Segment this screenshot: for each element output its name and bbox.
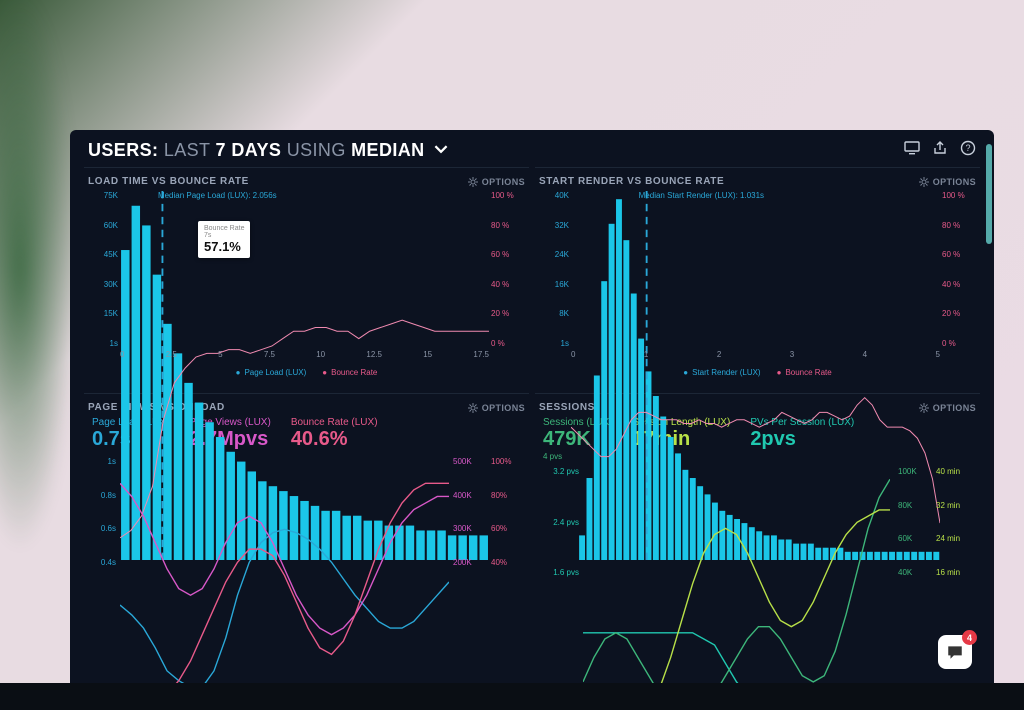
panel-title: LOAD TIME VS BOUNCE RATE xyxy=(88,176,249,187)
topbar: USERS: LAST 7 DAYS USING MEDIAN ? xyxy=(70,130,994,167)
panel-title: START RENDER VS BOUNCE RATE xyxy=(539,176,724,187)
title-range-strong: 7 DAYS xyxy=(216,140,282,160)
chat-icon xyxy=(946,643,964,661)
median-label: Median Page Load (LUX): 2.056s xyxy=(158,191,277,200)
options-button[interactable]: OPTIONS xyxy=(919,177,976,187)
panel-start-render: START RENDER VS BOUNCE RATE OPTIONS 40K3… xyxy=(535,167,980,387)
panel-load-time: LOAD TIME VS BOUNCE RATE OPTIONS 75K60K4… xyxy=(84,167,529,387)
svg-text:?: ? xyxy=(965,143,970,153)
scrollbar[interactable] xyxy=(986,144,992,244)
notification-badge: 4 xyxy=(962,630,977,645)
tooltip: Bounce Rate 7s 57.1% xyxy=(198,221,250,258)
share-icon[interactable] xyxy=(932,140,948,161)
y-axis-left: 75K60K45K30K15K1s xyxy=(88,191,118,348)
page-title[interactable]: USERS: LAST 7 DAYS USING MEDIAN xyxy=(88,140,448,161)
y-axis-right-1: 100K80K60K40K xyxy=(898,467,932,577)
y-axis-right-2: 100%80%60%40% xyxy=(491,457,525,567)
y-axis-left: 1s0.8s0.6s0.4s xyxy=(88,457,116,567)
x-axis: 02.557.51012.51517.5 xyxy=(120,350,489,366)
y-axis-right: 100 %80 %60 %40 %20 %0 % xyxy=(942,191,976,348)
help-icon[interactable]: ? xyxy=(960,140,976,161)
x-axis: 012345 xyxy=(571,350,940,366)
chart-1: 75K60K45K30K15K1s 100 %80 %60 %40 %20 %0… xyxy=(88,191,525,366)
y-axis-left: 40K32K24K16K8K1s xyxy=(539,191,569,348)
title-prefix: USERS: xyxy=(88,140,158,160)
title-range-muted: LAST xyxy=(164,140,210,160)
y-axis-left: 3.2 pvs2.4 pvs1.6 pvs xyxy=(539,467,579,577)
title-agg-muted: USING xyxy=(287,140,346,160)
plot-area xyxy=(120,457,449,683)
chevron-down-icon[interactable] xyxy=(434,140,448,161)
y-axis-right: 100 %80 %60 %40 %20 %0 % xyxy=(491,191,525,348)
gear-icon xyxy=(919,177,929,187)
chat-button[interactable]: 4 xyxy=(938,635,972,669)
y-axis-right-1: 500K400K300K200K xyxy=(453,457,487,567)
title-agg-strong: MEDIAN xyxy=(351,140,424,160)
chart-2: 40K32K24K16K8K1s 100 %80 %60 %40 %20 %0 … xyxy=(539,191,976,366)
topbar-icons: ? xyxy=(904,140,976,161)
display-icon[interactable] xyxy=(904,140,920,161)
chart-4: 3.2 pvs2.4 pvs1.6 pvs 100K80K60K40K 40 m… xyxy=(539,467,976,577)
gear-icon xyxy=(468,177,478,187)
options-button[interactable]: OPTIONS xyxy=(468,177,525,187)
chart-3: 1s0.8s0.6s0.4s 500K400K300K200K 100%80%6… xyxy=(88,457,525,567)
y-axis-right-2: 40 min32 min24 min16 min xyxy=(936,467,976,577)
panel-grid: LOAD TIME VS BOUNCE RATE OPTIONS 75K60K4… xyxy=(70,167,994,587)
dashboard-screen: USERS: LAST 7 DAYS USING MEDIAN ? LOAD T… xyxy=(70,130,994,683)
plot-area xyxy=(583,467,890,683)
median-label: Median Start Render (LUX): 1.031s xyxy=(639,191,764,200)
